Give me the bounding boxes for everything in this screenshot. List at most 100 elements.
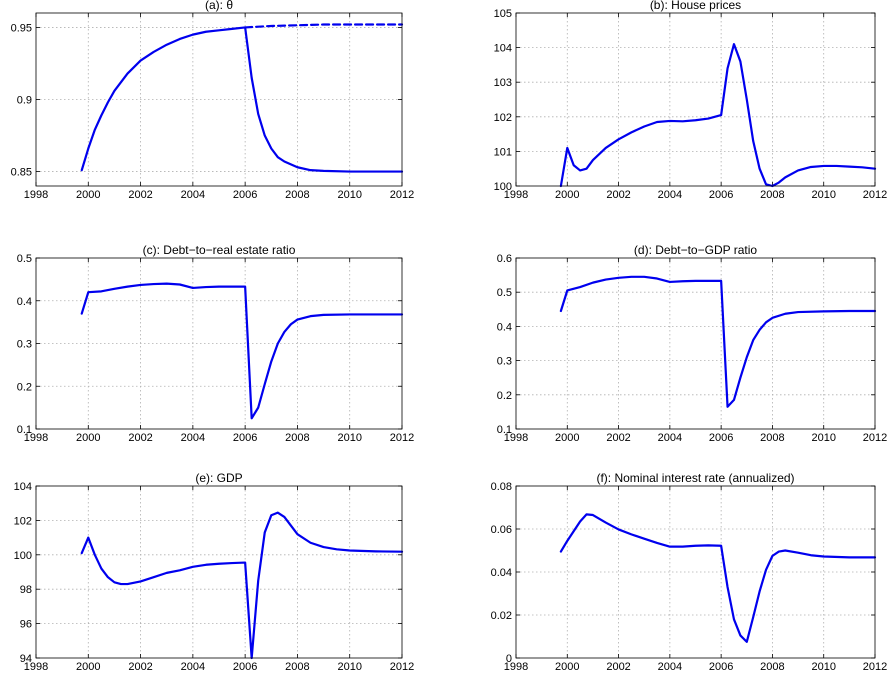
y-tick-label: 0.5 <box>17 253 32 265</box>
chart-panel-1: (a): θ 1998 2000 2002 2004 2006 2008 2010 2012 0.… <box>11 0 415 201</box>
series-line <box>80 511 404 660</box>
chart-panel-5: (e): GDP 1998 2000 2002 2004 2006 2008 2010 2012… <box>14 471 415 673</box>
x-tick-label: 2010 <box>811 661 835 673</box>
chart-panel-2: (b): House prices 1998 2000 2002 2004 2006 200… <box>494 0 888 201</box>
x-tick-label: 2008 <box>760 661 784 673</box>
y-tick-label: 0.02 <box>491 610 512 622</box>
series-line <box>559 513 877 643</box>
x-tick-label: 2012 <box>390 432 414 444</box>
chart-title: (b): House prices <box>650 0 741 12</box>
y-tick-label: 104 <box>494 43 512 55</box>
x-tick-label: 2008 <box>285 432 309 444</box>
x-tick-label: 2006 <box>233 189 257 201</box>
y-tick-label: 100 <box>14 550 32 562</box>
x-tick-label: 2002 <box>606 661 630 673</box>
x-tick-label: 2006 <box>233 432 257 444</box>
chart-panel-4: (d): Debt−to−GDP ratio 1998 2000 2002 2004 20… <box>497 243 888 444</box>
y-tick-label: 0.85 <box>11 167 32 179</box>
x-tick-label: 2006 <box>709 661 733 673</box>
chart-title: (a): θ <box>205 0 233 12</box>
y-tick-label: 0.2 <box>497 390 512 402</box>
x-tick-label: 2000 <box>76 189 100 201</box>
y-tick-label: 0.06 <box>491 524 512 536</box>
y-tick-label: 105 <box>494 8 512 20</box>
plot-frame <box>515 257 876 430</box>
y-tick-label: 0.9 <box>17 95 32 107</box>
x-tick-label: 1998 <box>24 432 48 444</box>
x-tick-label: 2000 <box>555 432 579 444</box>
x-tick-label: 2006 <box>709 432 733 444</box>
x-tick-label: 2012 <box>863 661 887 673</box>
y-tick-label: 0.1 <box>17 424 32 436</box>
y-tick-label: 102 <box>14 515 32 527</box>
y-tick-label: 0.6 <box>497 253 512 265</box>
plot-frame <box>35 257 403 430</box>
x-tick-label: 2012 <box>863 432 887 444</box>
series-line <box>559 43 877 188</box>
x-tick-label: 2010 <box>337 189 361 201</box>
x-tick-label: 2002 <box>128 189 152 201</box>
x-tick-label: 2004 <box>181 432 205 444</box>
y-tick-label: 0.4 <box>497 321 512 333</box>
x-tick-label: 2002 <box>606 432 630 444</box>
x-tick-label: 2010 <box>337 661 361 673</box>
y-tick-label: 100 <box>494 181 512 193</box>
x-tick-label: 1998 <box>504 189 528 201</box>
chart-panel-6: (f): Nominal interest rate (annualized) 1… <box>491 471 888 673</box>
y-tick-label: 0.4 <box>17 296 32 308</box>
chart-title: (f): Nominal interest rate (annualized) <box>596 471 794 485</box>
plot-frame <box>515 12 876 187</box>
series-line <box>80 26 404 173</box>
plot-frame <box>35 12 403 187</box>
y-tick-label: 0.08 <box>491 481 512 493</box>
y-tick-label: 104 <box>14 481 32 493</box>
x-tick-label: 2006 <box>709 189 733 201</box>
x-tick-label: 2008 <box>285 661 309 673</box>
x-tick-label: 2002 <box>606 189 630 201</box>
x-tick-label: 2000 <box>555 661 579 673</box>
x-tick-label: 2008 <box>760 432 784 444</box>
x-tick-label: 2000 <box>76 432 100 444</box>
x-tick-label: 2004 <box>658 189 682 201</box>
x-tick-label: 2012 <box>390 189 414 201</box>
chart-panel-3: (c): Debt−to−real estate ratio 1998 2000 20… <box>17 243 415 444</box>
x-tick-label: 2004 <box>181 189 205 201</box>
x-tick-label: 2010 <box>337 432 361 444</box>
x-tick-label: 2012 <box>863 189 887 201</box>
x-tick-label: 1998 <box>504 661 528 673</box>
y-tick-label: 0.95 <box>11 22 32 34</box>
y-tick-label: 0.04 <box>491 567 512 579</box>
chart-title: (e): GDP <box>195 471 242 485</box>
y-tick-label: 101 <box>494 146 512 158</box>
y-tick-label: 0.5 <box>497 287 512 299</box>
series-line <box>559 275 877 408</box>
x-tick-label: 2004 <box>658 432 682 444</box>
x-tick-label: 2010 <box>811 189 835 201</box>
x-tick-label: 2010 <box>811 432 835 444</box>
x-tick-label: 2008 <box>285 189 309 201</box>
x-tick-label: 2012 <box>390 661 414 673</box>
x-tick-label: 2008 <box>760 189 784 201</box>
chart-title: (d): Debt−to−GDP ratio <box>634 243 757 257</box>
x-tick-label: 2004 <box>658 661 682 673</box>
plot-frame <box>515 485 876 659</box>
y-tick-label: 0.3 <box>497 356 512 368</box>
x-tick-label: 2006 <box>233 661 257 673</box>
plot-frame <box>35 485 403 659</box>
x-tick-label: 1998 <box>24 189 48 201</box>
y-tick-label: 94 <box>20 653 32 665</box>
x-tick-label: 2002 <box>128 432 152 444</box>
y-tick-label: 98 <box>20 584 32 596</box>
x-tick-label: 2002 <box>128 661 152 673</box>
chart-title: (c): Debt−to−real estate ratio <box>143 243 296 257</box>
y-tick-label: 0.2 <box>17 381 32 393</box>
x-tick-label: 2000 <box>76 661 100 673</box>
y-tick-label: 0.3 <box>17 339 32 351</box>
y-tick-label: 96 <box>20 619 32 631</box>
x-tick-label: 2000 <box>555 189 579 201</box>
x-tick-label: 1998 <box>504 432 528 444</box>
series-line <box>80 282 404 420</box>
y-tick-label: 0.1 <box>497 424 512 436</box>
y-tick-label: 102 <box>494 112 512 124</box>
series-line-dashed <box>244 23 404 29</box>
